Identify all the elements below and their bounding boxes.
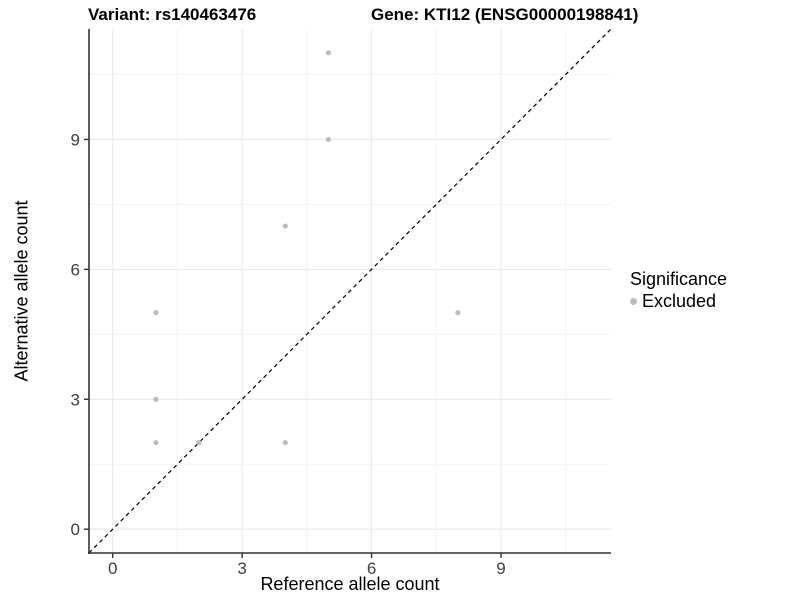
identity-dashed-line (88, 28, 612, 554)
data-point (153, 439, 159, 446)
x-tick-label: 6 (367, 559, 376, 578)
y-tick-label: 3 (71, 390, 80, 409)
y-axis-title: Alternative allele count (11, 200, 32, 382)
x-tick-label: 9 (496, 559, 505, 578)
plot-title-variant: Variant: rs140463476 (88, 5, 257, 24)
y-tick-label: 6 (71, 260, 80, 279)
data-point (325, 50, 332, 56)
x-tick-label: 3 (237, 559, 246, 578)
y-tick-label: 9 (71, 130, 80, 149)
legend-item-label: Excluded (642, 291, 717, 311)
legend: Significance Excluded (630, 268, 727, 311)
data-point (282, 439, 288, 446)
legend-item-excluded: Excluded (630, 291, 727, 311)
excluded-point-icon (630, 297, 637, 305)
data-point (153, 310, 159, 316)
x-tick-label: 0 (108, 559, 117, 578)
data-point (325, 136, 332, 143)
data-point (196, 439, 202, 446)
legend-title: Significance (630, 269, 728, 289)
data-point (282, 223, 288, 229)
data-point (455, 310, 461, 316)
data-point (153, 396, 159, 402)
x-axis-title: Reference allele count (260, 574, 440, 594)
y-tick-label: 0 (71, 520, 80, 539)
plot-title-gene: Gene: KTI12 (ENSG00000198841) (371, 5, 639, 24)
